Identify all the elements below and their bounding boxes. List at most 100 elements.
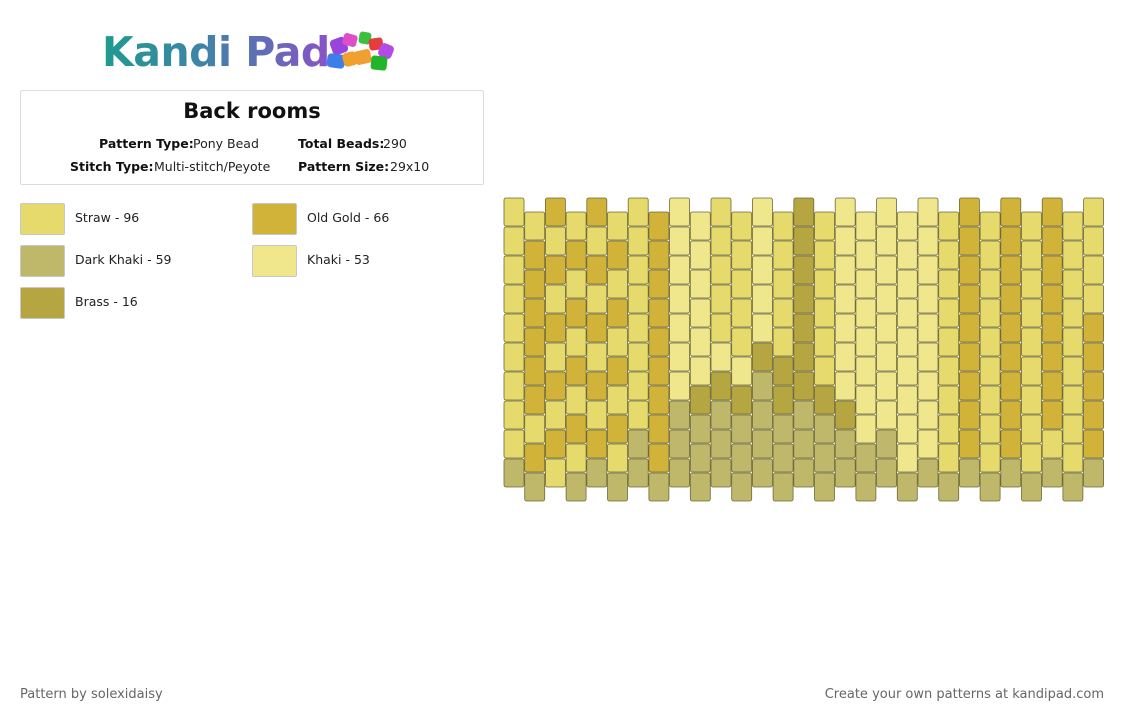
bead — [752, 197, 773, 227]
pattern-title: Back rooms — [183, 99, 321, 123]
stitch-type-label: Stitch Type: — [70, 159, 154, 174]
bead — [896, 269, 918, 299]
bead — [1041, 226, 1063, 256]
bead — [917, 255, 939, 285]
bead — [938, 211, 960, 241]
bead — [586, 458, 608, 488]
bead — [896, 443, 918, 473]
bead — [565, 414, 587, 444]
bead — [1041, 255, 1063, 285]
color-swatch — [20, 245, 65, 277]
bead — [979, 240, 1001, 270]
bead — [876, 342, 897, 372]
bead — [1021, 298, 1042, 328]
bead — [607, 327, 628, 357]
bead — [1000, 197, 1022, 227]
total-beads-label: Total Beads: — [298, 136, 385, 151]
bead — [545, 197, 566, 227]
bead — [689, 269, 711, 299]
bead — [731, 211, 753, 241]
bead — [627, 313, 649, 343]
bead — [896, 414, 918, 444]
bead — [710, 458, 732, 488]
bead — [1083, 313, 1104, 343]
bead — [1062, 356, 1084, 386]
bead — [917, 342, 939, 372]
bead — [938, 385, 960, 415]
pattern-credit: Pattern by solexidaisy — [20, 687, 163, 702]
bead — [689, 327, 711, 357]
bead — [669, 371, 690, 401]
bead — [710, 342, 732, 372]
bead — [793, 429, 815, 459]
kandipad-promo-link[interactable]: Create your own patterns at kandipad.com — [824, 687, 1104, 702]
bead — [545, 371, 566, 401]
bead — [1021, 240, 1042, 270]
bead — [627, 400, 649, 430]
bead — [793, 226, 815, 256]
bead — [503, 197, 525, 227]
bead — [959, 313, 980, 343]
bead — [834, 284, 856, 314]
bead — [1041, 197, 1063, 227]
bead — [752, 313, 773, 343]
beads-icon — [326, 31, 394, 71]
bead — [669, 255, 690, 285]
bead — [959, 371, 980, 401]
bead — [545, 313, 566, 343]
bead — [1000, 284, 1022, 314]
pattern-type-label: Pattern Type: — [99, 136, 194, 151]
bead — [627, 197, 649, 227]
bead — [876, 284, 897, 314]
bead — [731, 414, 753, 444]
bead — [772, 211, 794, 241]
bead — [503, 226, 525, 256]
bead — [979, 269, 1001, 299]
bead — [545, 226, 566, 256]
bead — [1062, 472, 1084, 502]
bead — [917, 371, 939, 401]
bead — [1021, 327, 1042, 357]
color-swatch — [20, 287, 65, 319]
bead — [772, 472, 794, 502]
bead — [896, 385, 918, 415]
bead — [1021, 472, 1042, 502]
bead — [1021, 269, 1042, 299]
bead — [1062, 443, 1084, 473]
bead — [1021, 211, 1042, 241]
bead — [959, 429, 980, 459]
bead — [959, 342, 980, 372]
bead — [876, 458, 897, 488]
bead — [1083, 255, 1104, 285]
bead — [834, 400, 856, 430]
bead — [834, 255, 856, 285]
bead — [565, 327, 587, 357]
bead — [710, 226, 732, 256]
bead — [710, 284, 732, 314]
bead — [1000, 255, 1022, 285]
bead — [793, 313, 815, 343]
bead — [979, 211, 1001, 241]
bead — [855, 385, 877, 415]
kandi-pad-logo[interactable]: Kandi Pad — [100, 24, 410, 78]
bead — [524, 472, 546, 502]
bead — [565, 385, 587, 415]
bead — [731, 443, 753, 473]
legend-label: Khaki - 53 — [307, 252, 370, 267]
bead — [524, 356, 546, 386]
bead — [1083, 197, 1104, 227]
bead — [627, 226, 649, 256]
bead — [876, 313, 897, 343]
bead — [855, 443, 877, 473]
bead — [979, 472, 1001, 502]
bead — [565, 298, 587, 328]
bead — [1041, 313, 1063, 343]
bead — [586, 197, 608, 227]
bead — [1083, 226, 1104, 256]
bead — [855, 298, 877, 328]
bead — [772, 240, 794, 270]
bead — [565, 240, 587, 270]
bead — [1062, 240, 1084, 270]
bead — [752, 371, 773, 401]
bead — [793, 342, 815, 372]
